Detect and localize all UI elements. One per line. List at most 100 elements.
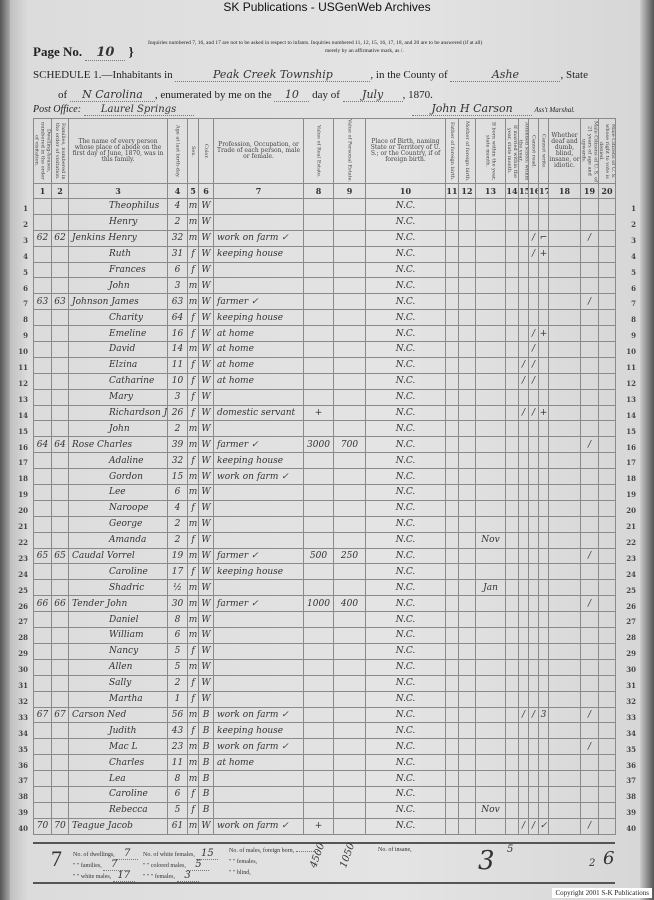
father-foreign: [445, 436, 459, 454]
birth-month: Nov: [475, 801, 506, 819]
age: 32: [167, 452, 188, 470]
cannot-write: [538, 531, 549, 549]
male-citizen: [580, 420, 599, 438]
family-number: [51, 690, 69, 708]
personal-estate-value: [333, 309, 366, 327]
birth-month: [475, 658, 506, 676]
attended-school: /: [518, 356, 529, 374]
sex: m: [187, 738, 199, 756]
vote-denied: [598, 420, 616, 438]
dwelling-number: [33, 356, 52, 374]
column-header-14: If married within the year, state month.: [505, 118, 519, 184]
sex: m: [187, 341, 199, 358]
row-number-left: 9: [23, 331, 28, 341]
disability: [548, 436, 581, 454]
father-foreign: [445, 452, 459, 470]
family-number: [51, 499, 69, 517]
row-number-left: 7: [23, 299, 28, 309]
vote-denied: [598, 293, 616, 311]
page-number-label: Page No. 10 }: [33, 44, 134, 61]
personal-estate-value: [333, 706, 366, 724]
father-foreign: [445, 484, 459, 501]
row-number-left: 37: [18, 776, 28, 786]
real-estate-value: [303, 372, 334, 390]
color: W: [198, 499, 214, 517]
attended-school: /: [518, 404, 529, 422]
row-number-left: 10: [18, 347, 28, 357]
cannot-read: [528, 452, 539, 470]
row-number-right: 8: [631, 315, 636, 325]
table-row: Sally 2 f W N.C.: [33, 674, 616, 692]
age: 2: [167, 213, 188, 231]
row-number-right: 16: [626, 442, 636, 452]
cannot-read: [528, 754, 539, 772]
month-value: July: [342, 88, 403, 102]
colored-females-label: " " " females,: [143, 874, 176, 880]
mother-foreign: [458, 627, 476, 644]
row-number-left: 18: [18, 474, 28, 484]
age: 56: [167, 706, 188, 724]
age: 2: [167, 674, 188, 692]
marriage-month: [505, 388, 519, 406]
disability: [548, 547, 581, 565]
birth-month: [475, 325, 506, 343]
color: W: [198, 388, 214, 406]
family-number: 66: [51, 595, 69, 613]
birth-month: [475, 245, 506, 263]
sex: m: [187, 579, 199, 597]
sex: m: [187, 420, 199, 438]
row-number-right: 21: [626, 522, 636, 531]
cannot-read: [528, 627, 539, 644]
real-estate-value: [303, 611, 334, 629]
real-estate-value: +: [303, 404, 334, 422]
row-number-left: 20: [18, 506, 28, 516]
sex: f: [187, 801, 199, 819]
white-females-count: No. of white females, 15: [143, 848, 219, 860]
blind-count: " " blind,: [229, 870, 251, 876]
attended-school: [518, 309, 529, 327]
birth-month: Nov: [475, 531, 506, 549]
personal-estate-value: [333, 468, 366, 486]
cannot-read: [528, 468, 539, 486]
real-estate-value: [303, 785, 334, 803]
birthplace: N.C.: [365, 420, 446, 438]
column-header-15: Attended school within the year.: [518, 118, 529, 184]
color: W: [198, 420, 214, 438]
sex: m: [187, 658, 199, 676]
mother-foreign: [458, 770, 476, 787]
row-number-left: 28: [18, 633, 28, 643]
personal-estate-value: [333, 261, 366, 279]
attended-school: /: [518, 372, 529, 390]
dwelling-number: [33, 325, 52, 343]
color: W: [198, 277, 214, 295]
dwellings-label: No. of dwellings,: [73, 852, 115, 858]
cannot-write: [538, 642, 549, 660]
marriage-month: [505, 293, 519, 311]
post-office-label: Post Office:: [33, 104, 82, 115]
birth-month: [475, 642, 506, 660]
vote-denied: [598, 595, 616, 613]
father-foreign: [445, 738, 459, 756]
attended-school: [518, 674, 529, 692]
row-number-left: 8: [23, 315, 28, 325]
occupation: work on farm ✓: [213, 706, 304, 724]
occupation: work on farm ✓: [213, 468, 304, 486]
cannot-write: [538, 499, 549, 517]
occupation: [213, 770, 304, 787]
family-number: [51, 722, 69, 740]
mother-foreign: [458, 452, 476, 470]
dwelling-number: [33, 722, 52, 740]
marriage-month: [505, 245, 519, 263]
birthplace: N.C.: [365, 595, 446, 613]
mother-foreign: [458, 436, 476, 454]
male-citizen: [580, 309, 599, 327]
father-foreign: [445, 754, 459, 772]
total-col14: 5: [507, 844, 514, 855]
person-name: Shadric: [68, 579, 168, 597]
row-number-right: 31: [626, 681, 636, 690]
male-citizen: [580, 515, 599, 533]
family-number: [51, 388, 69, 406]
instructions-line-2: merely by an affirmative mark, as /.: [325, 48, 404, 54]
row-number-left: 17: [18, 458, 28, 468]
